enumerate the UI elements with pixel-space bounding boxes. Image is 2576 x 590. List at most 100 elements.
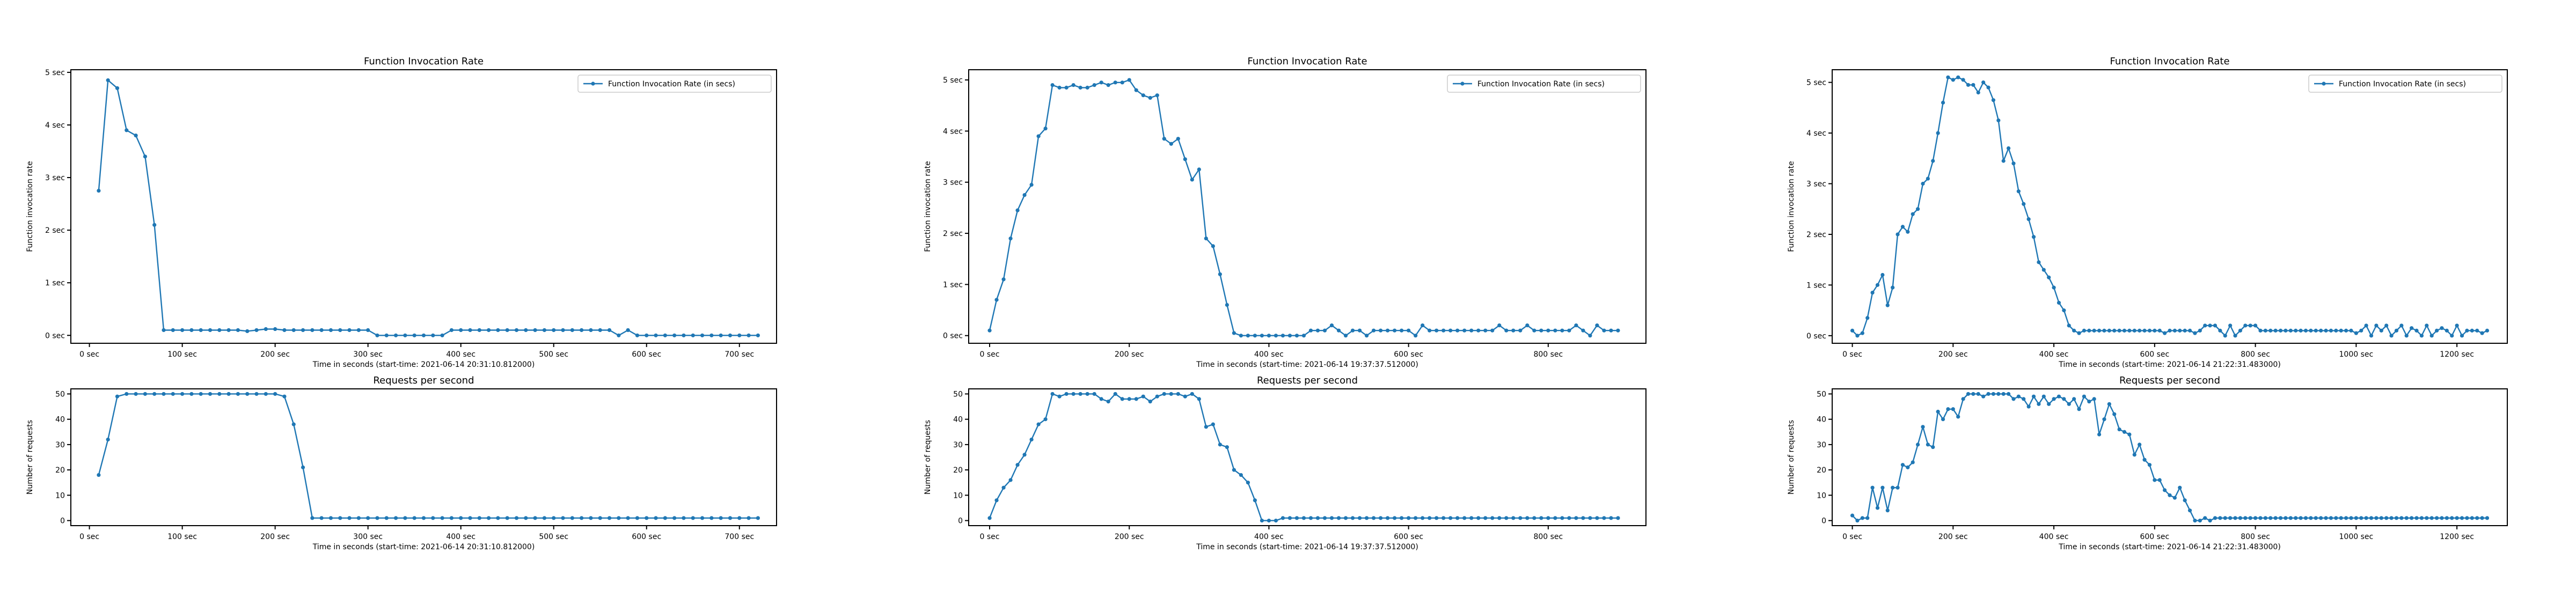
chart-2-data-point (552, 516, 556, 520)
chart-4-data-point (1469, 516, 1474, 520)
chart-6-data-point (2087, 400, 2091, 404)
chart-6-data-point (1906, 465, 1910, 469)
chart-4-data-point (1393, 516, 1397, 520)
chart-3-x-tick-label: 200 sec (1115, 350, 1144, 359)
chart-6-data-point (2147, 463, 2152, 467)
chart-5-data-point (1986, 85, 1990, 90)
chart-3-data-point (1287, 334, 1292, 338)
chart-2-data-point (97, 473, 101, 477)
chart-4-data-point (1260, 518, 1264, 523)
chart-5-data-point (2440, 326, 2444, 330)
chart-5-data-point (1991, 98, 1996, 102)
chart-1-data-point (645, 333, 649, 337)
chart-5-data-point (2001, 159, 2006, 163)
chart-2-data-point (570, 516, 574, 520)
chart-6-data-point (2434, 516, 2439, 520)
chart-1-series-line (98, 79, 758, 336)
chart-4-data-point (1343, 516, 1348, 520)
chart-5-x-tick-label: 200 sec (1938, 350, 1968, 359)
chart-6-data-point (2309, 516, 2313, 520)
chart-2-data-point (115, 394, 120, 399)
chart-3-data-point (1329, 323, 1334, 328)
chart-5-data-point (2077, 331, 2081, 335)
chart-6-data-point (2445, 516, 2449, 520)
chart-4-data-point (1497, 516, 1502, 520)
chart-4-data-point (1386, 516, 1390, 520)
chart-5-data-point (2369, 334, 2374, 338)
chart-5-data-point (2052, 285, 2056, 290)
chart-1-legend-box (577, 75, 772, 93)
chart-4-data-point (1085, 392, 1089, 396)
chart-2-data-point (393, 516, 398, 520)
chart-1-data-point (171, 328, 175, 333)
chart-5-data-point (1961, 78, 1965, 82)
chart-4-data-point (1183, 394, 1187, 399)
chart-6-data-point (2288, 516, 2293, 520)
chart-4-x-tick-label: 600 sec (1394, 533, 1423, 541)
chart-6-data-point (2364, 516, 2368, 520)
chart-5-y-tick-label: 3 sec (1806, 180, 1826, 189)
chart-4-data-point (1043, 417, 1048, 422)
chart-1-data-point (403, 333, 407, 337)
chart-6-data-point (2294, 516, 2298, 520)
chart-5-data-point (2455, 323, 2459, 328)
chart-5-y-tick-label: 0 sec (1806, 332, 1826, 341)
chart-6-data-point (2465, 516, 2469, 520)
chart-4-data-point (1092, 392, 1096, 396)
chart-3-data-point (1455, 328, 1460, 333)
chart-3-data-point (1532, 328, 1536, 333)
chart-4-data-point (1609, 516, 1613, 520)
chart-6-data-point (2334, 516, 2338, 520)
chart-3-data-point (1343, 334, 1348, 338)
chart-5-data-point (2067, 323, 2071, 328)
chart-6-data-point (2047, 402, 2051, 406)
chart-2-data-point (338, 516, 342, 520)
chart-5-data-point (2414, 328, 2419, 333)
chart-6-data-point (2379, 516, 2383, 520)
chart-5-x-tick-label: 1000 sec (2339, 350, 2374, 359)
chart-2-data-point (366, 516, 370, 520)
chart-6-data-point (2067, 402, 2071, 406)
chart-2-data-point (542, 516, 547, 520)
chart-1-data-point (134, 133, 138, 138)
chart-6-data-point (2041, 394, 2046, 399)
chart-3-data-point (1008, 236, 1013, 241)
chart-3-data-point (1301, 334, 1306, 338)
chart-5-data-point (2419, 334, 2424, 338)
chart-1-y-tick-label: 0 sec (45, 331, 65, 340)
chart-6-data-point (2349, 516, 2353, 520)
chart-2-data-point (598, 516, 602, 520)
chart-5-y-tick-label: 5 sec (1806, 79, 1826, 87)
chart-6-data-point (2057, 394, 2061, 399)
chart-1-data-point (245, 329, 250, 334)
chart-6-data-point (2450, 516, 2454, 520)
chart-5-data-point (2314, 328, 2318, 333)
chart-3-data-point (1393, 328, 1397, 333)
chart-2-data-point (384, 516, 389, 520)
chart-2-data-point (152, 392, 157, 396)
chart-2-data-point (691, 516, 695, 520)
chart-5-data-point (2243, 323, 2248, 328)
chart-5-data-point (1971, 83, 1975, 87)
chart-3-data-point (1022, 193, 1027, 197)
chart-2-data-point (756, 516, 760, 520)
chart-1-x-tick-label: 100 sec (167, 350, 197, 359)
chart-3-data-point (1435, 328, 1439, 333)
chart-5-data-point (2072, 328, 2076, 333)
chart-4-data-point (1134, 397, 1138, 401)
chart-3-y-axis-label: Function invocation rate (924, 161, 932, 252)
chart-4-data-point (1553, 516, 1557, 520)
chart-4-data-point (1421, 516, 1425, 520)
chart-1-data-point (106, 78, 110, 83)
chart-4-data-point (1071, 392, 1075, 396)
chart-5-data-point (2157, 328, 2162, 333)
chart-6-data-point (1996, 392, 2001, 396)
chart-5-x-tick-label: 0 sec (1842, 350, 1862, 359)
chart-1-y-tick-label: 3 sec (45, 174, 65, 182)
chart-6-data-point (2480, 516, 2484, 520)
chart-5-data-point (2374, 323, 2379, 328)
chart-3-data-point (1294, 334, 1299, 338)
chart-6-data-point (2153, 478, 2157, 482)
chart-4-y-tick-label: 40 (953, 416, 963, 424)
chart-1-y-tick-label: 2 sec (45, 226, 65, 235)
